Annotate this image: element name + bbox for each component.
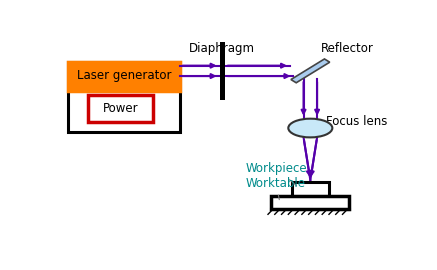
Text: Worktable: Worktable — [246, 177, 306, 200]
Text: Focus lens: Focus lens — [326, 115, 387, 128]
Polygon shape — [291, 59, 330, 83]
Text: Workpiece: Workpiece — [246, 162, 308, 186]
Ellipse shape — [288, 119, 332, 137]
Text: Laser generator: Laser generator — [77, 69, 171, 82]
Text: Power: Power — [103, 102, 139, 115]
Bar — [88, 95, 153, 122]
Bar — [68, 62, 180, 91]
Text: Diaphragm: Diaphragm — [189, 42, 255, 55]
Bar — [271, 195, 349, 209]
Bar — [219, 42, 225, 100]
Text: Reflector: Reflector — [320, 42, 373, 55]
Bar — [292, 182, 329, 195]
Bar — [68, 62, 180, 132]
